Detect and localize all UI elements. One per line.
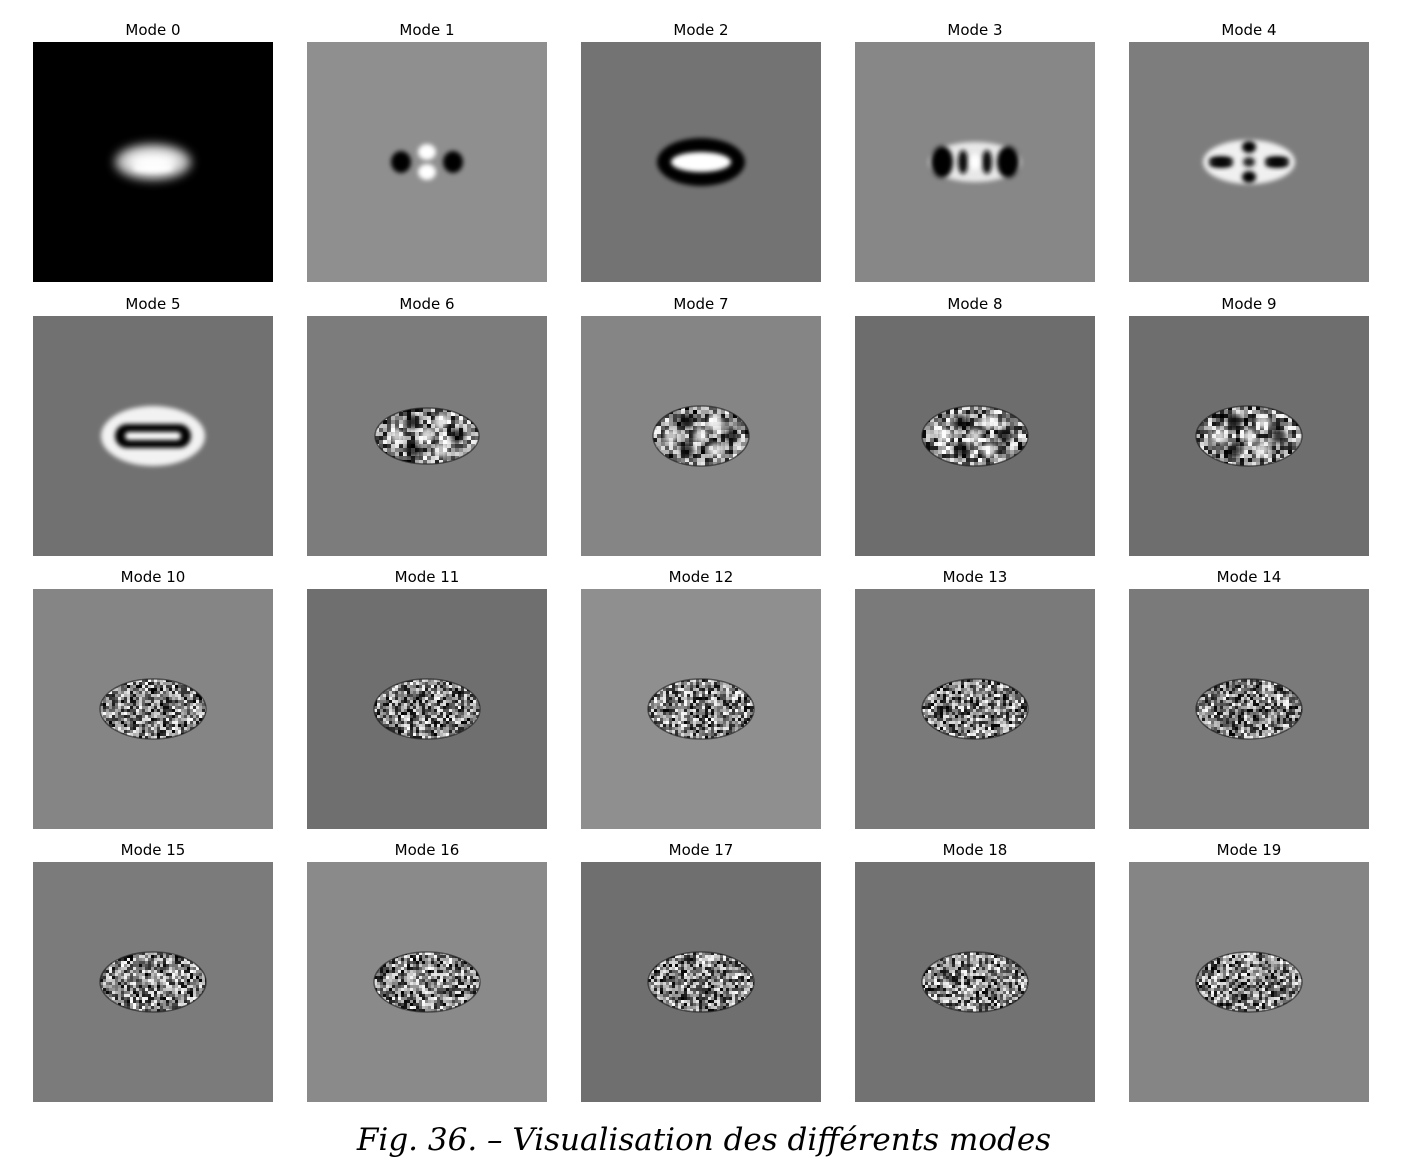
mode-image bbox=[1129, 589, 1369, 829]
mode-background bbox=[307, 42, 547, 282]
mode-title: Mode 19 bbox=[1129, 841, 1369, 859]
mode-pattern bbox=[100, 679, 208, 739]
mode-image bbox=[33, 316, 273, 556]
mode-title: Mode 8 bbox=[855, 295, 1095, 313]
mode-pattern bbox=[922, 406, 1030, 466]
mode-pattern bbox=[1196, 679, 1304, 739]
mode-title: Mode 5 bbox=[33, 295, 273, 313]
figure-caption: Fig. 36. – Visualisation des différents … bbox=[0, 1122, 1408, 1158]
mode-title: Mode 9 bbox=[1129, 295, 1369, 313]
mode-title: Mode 12 bbox=[581, 568, 821, 586]
mode-image bbox=[581, 42, 821, 282]
mode-image bbox=[855, 316, 1095, 556]
mode-pattern bbox=[648, 679, 756, 739]
mode-pattern bbox=[653, 406, 749, 466]
mode-pattern bbox=[922, 952, 1030, 1012]
mode-title: Mode 2 bbox=[581, 21, 821, 39]
mode-pattern bbox=[115, 144, 191, 180]
mode-image bbox=[33, 589, 273, 829]
mode-image bbox=[855, 589, 1095, 829]
mode-title: Mode 0 bbox=[33, 21, 273, 39]
mode-pattern bbox=[374, 952, 482, 1012]
mode-image bbox=[307, 589, 547, 829]
mode-image bbox=[855, 862, 1095, 1102]
mode-pattern bbox=[374, 679, 482, 739]
mode-image bbox=[1129, 862, 1369, 1102]
mode-pattern bbox=[1196, 952, 1304, 1012]
mode-title: Mode 6 bbox=[307, 295, 547, 313]
mode-title: Mode 17 bbox=[581, 841, 821, 859]
mode-title: Mode 3 bbox=[855, 21, 1095, 39]
mode-title: Mode 10 bbox=[33, 568, 273, 586]
mode-image bbox=[307, 316, 547, 556]
mode-title: Mode 14 bbox=[1129, 568, 1369, 586]
mode-title: Mode 7 bbox=[581, 295, 821, 313]
mode-pattern bbox=[1203, 140, 1295, 184]
mode-image bbox=[581, 862, 821, 1102]
mode-title: Mode 13 bbox=[855, 568, 1095, 586]
mode-title: Mode 18 bbox=[855, 841, 1095, 859]
mode-title: Mode 15 bbox=[33, 841, 273, 859]
mode-pattern bbox=[1196, 406, 1304, 466]
mode-image bbox=[855, 42, 1095, 282]
mode-image bbox=[581, 316, 821, 556]
mode-image bbox=[1129, 42, 1369, 282]
mode-title: Mode 1 bbox=[307, 21, 547, 39]
mode-pattern bbox=[648, 952, 756, 1012]
mode-image bbox=[33, 862, 273, 1102]
mode-pattern bbox=[922, 679, 1030, 739]
mode-image bbox=[33, 42, 273, 282]
mode-pattern bbox=[101, 406, 205, 466]
mode-image bbox=[1129, 316, 1369, 556]
mode-image bbox=[307, 42, 547, 282]
mode-title: Mode 16 bbox=[307, 841, 547, 859]
mode-pattern bbox=[657, 138, 745, 186]
mode-pattern bbox=[375, 408, 479, 464]
mode-image bbox=[581, 589, 821, 829]
mode-title: Mode 11 bbox=[307, 568, 547, 586]
mode-grid: Mode 0 Mode 1 Mode 2 Mode 3 Mode 4 Mode 5 Mode… bbox=[0, 0, 1408, 1120]
mode-pattern bbox=[100, 952, 208, 1012]
mode-pattern bbox=[929, 142, 1021, 182]
mode-title: Mode 4 bbox=[1129, 21, 1369, 39]
mode-image bbox=[307, 862, 547, 1102]
